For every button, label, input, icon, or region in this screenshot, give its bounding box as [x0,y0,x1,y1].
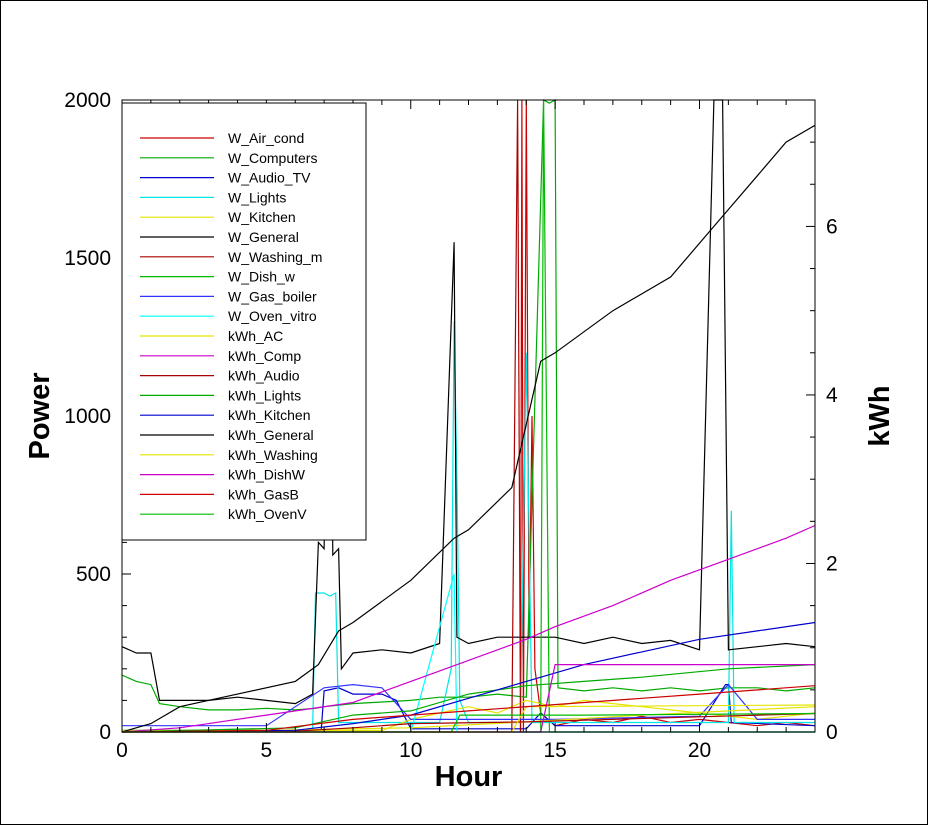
legend-label-w-kitchen: W_Kitchen [228,209,296,225]
series-line-kwh-kitchen [121,621,816,733]
legend-label-w-oven-vitro: W_Oven_vitro [228,308,317,324]
series-line-w-audio-tv [122,683,816,732]
legend-label-w-lights: W_Lights [228,189,286,205]
legend-label-kwh-comp: kWh_Comp [228,348,301,364]
legend-box [121,102,367,541]
series-line-w-kitchen [122,699,816,732]
legend-label-kwh-ac: kWh_AC [228,328,283,344]
x-tick-label: 20 [688,739,711,762]
legend-label-kwh-lights: kWh_Lights [228,387,301,403]
y-tick-label: 2000 [64,89,111,112]
x-tick-label: 15 [543,739,566,762]
y-tick-label: 1000 [64,405,111,428]
legend-label-kwh-gasb: kWh_GasB [228,486,299,502]
legend-label-w-washing-m: W_Washing_m [228,249,322,265]
series-line-kwh-comp [121,524,816,733]
y2-axis-title: kWh [864,385,896,446]
y2-tick-label: 6 [826,215,838,238]
legend-label-kwh-kitchen: kWh_Kitchen [228,407,310,423]
legend-label-kwh-dishw: kWh_DishW [228,467,306,483]
series-line-kwh-general [121,124,816,733]
legend-label-w-audio-tv: W_Audio_TV [228,170,311,186]
y-tick-label: 1500 [64,247,111,270]
series-line-w-gas-boiler [122,683,815,727]
x-tick-label: 0 [116,739,128,762]
x-tick-label: 10 [399,739,422,762]
legend-label-kwh-ovenv: kWh_OvenV [228,506,307,522]
y-tick-label: 0 [99,721,111,744]
legend-label-w-general: W_General [228,229,299,245]
legend: W_Air_cond W_Computers W_Audio_TV W_Lights W… [121,102,367,541]
legend-label-kwh-general: kWh_General [228,427,314,443]
legend-label-w-dish-w: W_Dish_w [228,269,296,285]
series-line-w-general [121,99,816,705]
series-line-w-computers [121,98,816,711]
y2-tick-label: 2 [826,552,838,575]
y-axis-title: Power [24,372,56,459]
y-tick-label: 500 [76,563,111,586]
y2-tick-label: 0 [826,721,838,744]
y2-tick-label: 4 [826,384,838,407]
legend-label-w-gas-boiler: W_Gas_boiler [228,288,317,304]
legend-label-w-air-cond: W_Air_cond [228,130,304,146]
x-axis-title: Hour [435,761,503,793]
legend-label-kwh-washing: kWh_Washing [228,447,318,463]
legend-label-kwh-audio: kWh_Audio [228,368,300,384]
legend-label-w-computers: W_Computers [228,150,317,166]
x-tick-label: 5 [261,739,273,762]
